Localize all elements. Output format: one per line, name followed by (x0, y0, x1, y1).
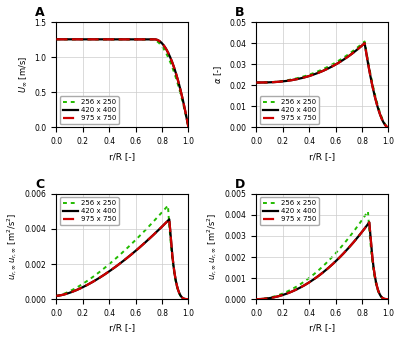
Legend: 256 x 250, 420 x 400, 975 x 750: 256 x 250, 420 x 400, 975 x 750 (60, 197, 119, 225)
X-axis label: r/R [-]: r/R [-] (309, 323, 336, 333)
Legend: 256 x 250, 420 x 400, 975 x 750: 256 x 250, 420 x 400, 975 x 750 (260, 96, 319, 124)
Y-axis label: $\alpha$ [-]: $\alpha$ [-] (212, 65, 224, 84)
Text: C: C (35, 178, 44, 191)
X-axis label: r/R [-]: r/R [-] (109, 152, 136, 161)
Y-axis label: $u_{r,\infty}\, u_{r,\infty}$ [m$^2$/s$^2$]: $u_{r,\infty}\, u_{r,\infty}$ [m$^2$/s$^… (206, 213, 219, 280)
Legend: 256 x 250, 420 x 400, 975 x 750: 256 x 250, 420 x 400, 975 x 750 (60, 96, 119, 124)
Y-axis label: $U_{\infty}$ [m/s]: $U_{\infty}$ [m/s] (17, 56, 29, 93)
X-axis label: r/R [-]: r/R [-] (309, 152, 336, 161)
Legend: 256 x 250, 420 x 400, 975 x 750: 256 x 250, 420 x 400, 975 x 750 (260, 197, 319, 225)
Text: D: D (235, 178, 246, 191)
Text: B: B (235, 6, 245, 19)
X-axis label: r/R [-]: r/R [-] (109, 323, 136, 333)
Y-axis label: $u_{r,\infty}\, u_{r,\infty}$ [m$^2$/s$^2$]: $u_{r,\infty}\, u_{r,\infty}$ [m$^2$/s$^… (6, 213, 19, 280)
Text: A: A (35, 6, 45, 19)
